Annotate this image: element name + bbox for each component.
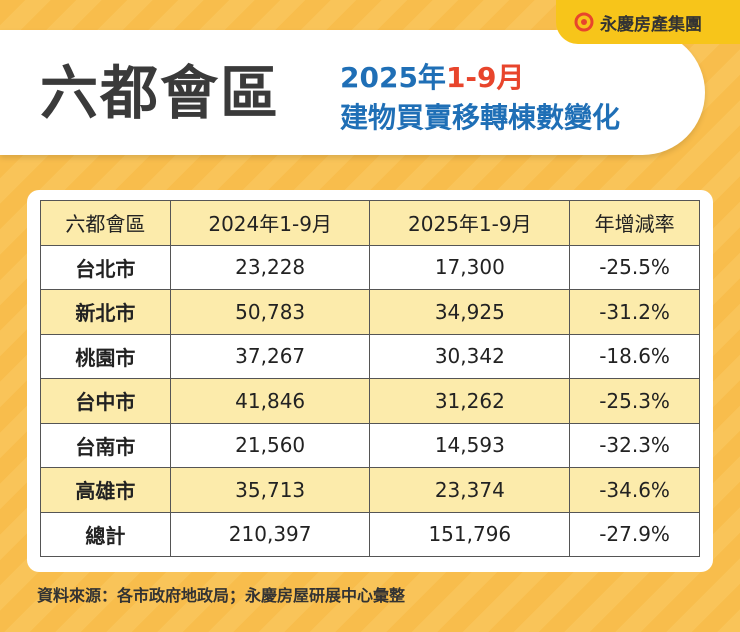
cell: -31.2% bbox=[569, 289, 700, 335]
cell: -27.9% bbox=[569, 511, 700, 557]
table-row: 總計 210,397 151,796 -27.9% bbox=[40, 511, 700, 557]
table-row: 桃園市 37,267 30,342 -18.6% bbox=[40, 333, 700, 379]
source-note: 資料來源：各市政府地政局；永慶房屋研展中心彙整 bbox=[37, 586, 406, 605]
cell: 21,560 bbox=[169, 422, 371, 468]
logo-text: 永慶房產集團 bbox=[600, 14, 702, 35]
cell: 23,374 bbox=[369, 467, 571, 513]
row-label: 新北市 bbox=[40, 289, 171, 335]
cell: 35,713 bbox=[169, 467, 371, 513]
row-label: 桃園市 bbox=[40, 333, 171, 379]
row-label: 高雄市 bbox=[40, 467, 171, 513]
row-label: 台南市 bbox=[40, 422, 171, 468]
cell: 41,846 bbox=[169, 378, 371, 424]
row-label: 台北市 bbox=[40, 244, 171, 290]
cell: 34,925 bbox=[369, 289, 571, 335]
table-row: 台北市 23,228 17,300 -25.5% bbox=[40, 244, 700, 290]
cell: 210,397 bbox=[169, 511, 371, 557]
table-row: 高雄市 35,713 23,374 -34.6% bbox=[40, 467, 700, 513]
column-header: 2024年1-9月 bbox=[169, 200, 371, 246]
cell: 50,783 bbox=[169, 289, 371, 335]
cell: 37,267 bbox=[169, 333, 371, 379]
cell: -25.3% bbox=[569, 378, 700, 424]
date-year: 2025年 bbox=[340, 61, 446, 94]
cell: 23,228 bbox=[169, 244, 371, 290]
cell: 151,796 bbox=[369, 511, 571, 557]
date-range: 1-9月 bbox=[445, 61, 525, 94]
cell: -32.3% bbox=[569, 422, 700, 468]
table-row: 新北市 50,783 34,925 -31.2% bbox=[40, 289, 700, 335]
table-row: 台中市 41,846 31,262 -25.3% bbox=[40, 378, 700, 424]
logo-icon bbox=[574, 12, 594, 32]
cell: -25.5% bbox=[569, 244, 700, 290]
cell: 30,342 bbox=[369, 333, 571, 379]
column-header: 2025年1-9月 bbox=[369, 200, 571, 246]
title-banner bbox=[0, 30, 705, 155]
cell: -34.6% bbox=[569, 467, 700, 513]
row-label: 台中市 bbox=[40, 378, 171, 424]
row-label: 總計 bbox=[40, 511, 171, 557]
header-row: 六都會區 2024年1-9月 2025年1-9月 年增減率 bbox=[40, 200, 700, 246]
cell: 14,593 bbox=[369, 422, 571, 468]
data-table: 六都會區 2024年1-9月 2025年1-9月 年增減率 台北市 23,228 17,30… bbox=[40, 200, 700, 557]
column-header: 年增減率 bbox=[569, 200, 700, 246]
date-line: 2025年1-9月 bbox=[340, 56, 525, 96]
main-title: 六都會區 bbox=[40, 59, 281, 127]
cell: 17,300 bbox=[369, 244, 571, 290]
column-header: 六都會區 bbox=[40, 200, 171, 246]
logo: 永慶房產集團 bbox=[556, 0, 740, 44]
cell: -18.6% bbox=[569, 333, 700, 379]
table-row: 台南市 21,560 14,593 -32.3% bbox=[40, 422, 700, 468]
subtitle: 建物買賣移轉棟數變化 bbox=[340, 101, 621, 134]
cell: 31,262 bbox=[369, 378, 571, 424]
